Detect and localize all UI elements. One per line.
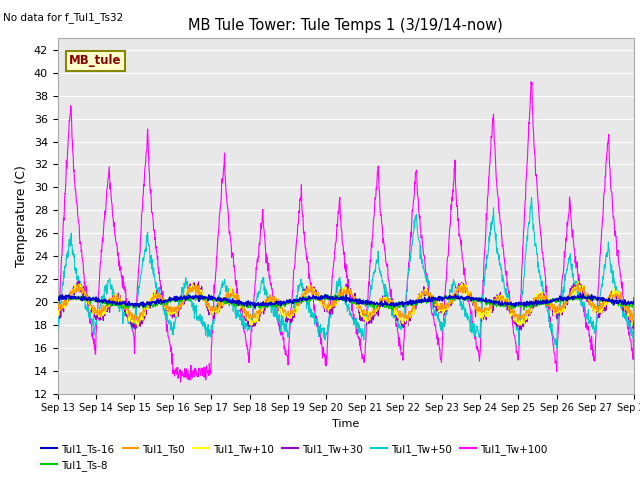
Text: MB_tule: MB_tule — [69, 54, 122, 67]
Y-axis label: Temperature (C): Temperature (C) — [15, 165, 28, 267]
X-axis label: Time: Time — [332, 419, 359, 429]
Legend: Tul1_Ts-16, Tul1_Ts-8, Tul1_Ts0, Tul1_Tw+10, Tul1_Tw+30, Tul1_Tw+50, Tul1_Tw+100: Tul1_Ts-16, Tul1_Ts-8, Tul1_Ts0, Tul1_Tw… — [37, 439, 552, 475]
Title: MB Tule Tower: Tule Temps 1 (3/19/14-now): MB Tule Tower: Tule Temps 1 (3/19/14-now… — [188, 18, 503, 33]
Text: No data for f_Tul1_Ts32: No data for f_Tul1_Ts32 — [3, 12, 124, 23]
